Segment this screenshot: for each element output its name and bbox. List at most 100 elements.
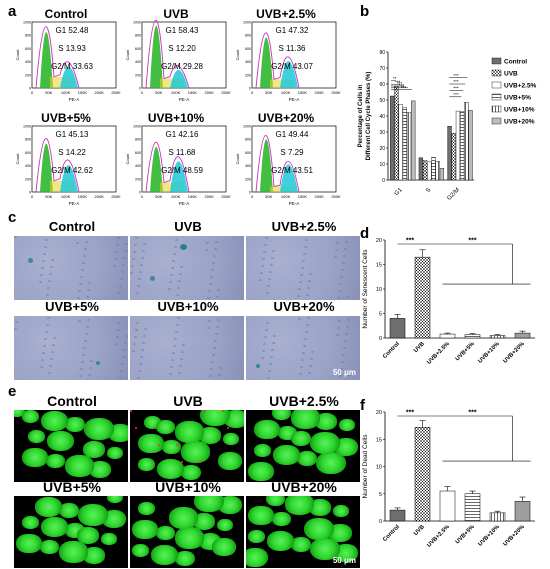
x-tick-label: 0 (251, 194, 254, 199)
y-tick-label: 20 (376, 410, 382, 416)
phase-stat: G1 52.48 (56, 26, 89, 35)
cell-texture (304, 246, 307, 248)
cell-texture (137, 377, 140, 379)
fluorescence-micrograph (14, 410, 128, 482)
micrograph-title: UVB+10% (155, 479, 221, 495)
cell-texture (299, 373, 302, 375)
cell-texture (213, 347, 216, 349)
cell-texture (217, 289, 220, 291)
x-tick-label: 200K (315, 194, 325, 199)
histogram-3: UVB+5% G1 45.13 S 14.22 G2/M 42.62 0 200 400 60… (15, 111, 121, 206)
cell-texture (47, 317, 50, 319)
y-tick-label: 5 (379, 312, 382, 318)
y-tick-label: 1000 (23, 21, 31, 25)
bar-Control (447, 125, 452, 181)
x-tick-label: 250K (111, 194, 121, 199)
dead-cell (204, 410, 206, 412)
cell-texture (46, 324, 49, 326)
cell-texture (306, 294, 309, 296)
bar-UVB+5% (460, 111, 465, 181)
cell-texture (121, 363, 124, 365)
x-tick-label: 200K (95, 194, 105, 199)
cell-texture (117, 237, 120, 239)
cell-texture (50, 266, 53, 268)
y-axis-label: Count (235, 49, 240, 61)
live-cell-cluster (217, 451, 242, 470)
cell-texture (345, 241, 348, 243)
significance-marker: *** (468, 410, 476, 417)
cell-texture (344, 248, 347, 250)
cell-texture (90, 360, 93, 362)
g2m-peak (280, 61, 298, 88)
cell-texture (40, 366, 43, 368)
cell-texture (168, 288, 171, 290)
cell-texture (172, 352, 175, 354)
y-tick-label: 600 (25, 47, 31, 51)
x-tick-label: 200K (205, 90, 215, 95)
y-tick-label: 60 (379, 82, 385, 88)
significance-marker: *** (453, 92, 459, 97)
phase-stat: S 7.29 (280, 148, 304, 157)
cell-texture (207, 297, 210, 299)
scale-bar-label: 50 μm (332, 368, 356, 377)
live-cell-cluster (64, 416, 86, 433)
cell-texture (337, 297, 340, 299)
panel-label-f: f (360, 397, 365, 414)
phase-stat: S 14.22 (58, 148, 86, 157)
cell-texture (272, 250, 275, 252)
bar-UVB+20% (514, 501, 531, 522)
cell-texture (85, 333, 88, 335)
live-cell-cluster (21, 410, 40, 423)
cell-texture (178, 280, 181, 282)
x-tick-label: 200K (205, 194, 215, 199)
cell-texture (50, 358, 53, 360)
live-cell-cluster (272, 444, 300, 465)
cell-texture (304, 338, 307, 340)
cell-texture (116, 336, 119, 338)
bar-UVB+2.5% (439, 490, 456, 522)
micrograph-title: UVB+2.5% (269, 393, 339, 409)
cell-texture (348, 374, 351, 376)
cell-texture (85, 241, 88, 243)
phase-stat: G2/M 43.07 (271, 62, 313, 71)
legend-label: UVB+2.5% (504, 83, 537, 90)
histogram-0: Control G1 52.48 S 13.93 G2/M 33.63 0 200 400 6… (15, 7, 121, 102)
live-cell-cluster (107, 496, 123, 503)
cell-texture (268, 278, 271, 280)
live-cell-cluster (296, 450, 318, 467)
cell-texture (82, 354, 85, 356)
y-tick-label: 200 (135, 177, 141, 181)
cell-texture (219, 367, 222, 369)
live-cell-cluster (193, 513, 216, 530)
live-cell-cluster (175, 527, 204, 549)
x-axis-label: PE-A (289, 201, 300, 206)
cell-texture (132, 350, 135, 352)
cell-texture (264, 244, 267, 246)
cell-texture (207, 327, 210, 329)
cell-texture (263, 343, 266, 345)
cell-texture (210, 368, 213, 370)
x-tick-label: UVB+20% (502, 341, 526, 365)
x-tick-label: UVB+10% (477, 341, 501, 365)
cell-texture (117, 329, 120, 331)
y-tick-label: 10 (376, 465, 382, 471)
y-tick-label: 15 (376, 263, 382, 269)
live-cell-cluster (132, 520, 158, 540)
y-tick-label: 400 (135, 60, 141, 64)
cell-texture (298, 318, 301, 320)
cell-texture (344, 340, 347, 342)
y-tick-label: 1000 (23, 125, 31, 129)
cell-texture (343, 255, 346, 257)
cell-texture (14, 236, 17, 238)
cell-texture (39, 281, 42, 283)
cell-texture (336, 334, 339, 336)
live-cell-cluster (40, 540, 60, 555)
fluorescence-micrograph (130, 496, 244, 568)
cell-texture (171, 267, 174, 269)
cell-texture (176, 324, 179, 326)
live-cell-cluster (131, 543, 150, 557)
brightfield-micrograph: 50 μm (246, 316, 360, 380)
cell-texture (262, 258, 265, 260)
live-cell-cluster (83, 547, 106, 564)
cell-texture (337, 327, 340, 329)
